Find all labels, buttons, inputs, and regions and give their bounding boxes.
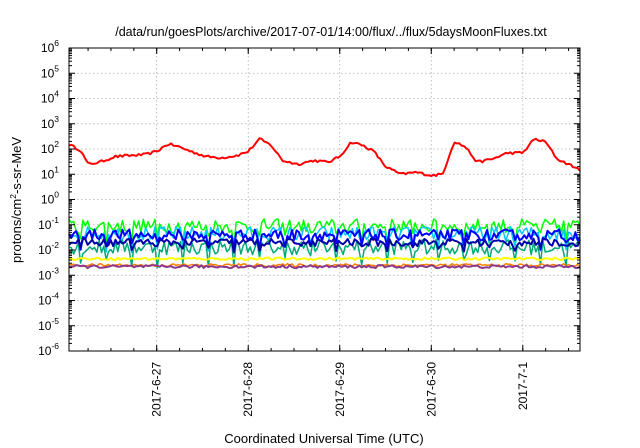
y-tick-label: 101 [41, 164, 59, 181]
series-line-9 [68, 264, 581, 270]
chart-title: /data/run/goesPlots/archive/2017-07-01/1… [115, 25, 547, 39]
y-tick-label: 10-2 [38, 240, 59, 257]
y-label-post: -s-sr-MeV [9, 137, 24, 194]
x-tick-label: 2017-7-1 [516, 362, 530, 410]
y-tick-label: 10-5 [38, 316, 59, 333]
y-tick-label: 104 [41, 89, 59, 106]
series-line-5 [68, 228, 581, 251]
y-tick-label: 10-3 [38, 265, 59, 282]
y-tick-label: 102 [41, 139, 59, 156]
grid-lines [69, 48, 580, 351]
y-tick-label: 100 [41, 190, 59, 207]
x-tick-label: 2017-6-30 [424, 362, 438, 417]
y-tick-label: 10-4 [38, 291, 59, 308]
y-label-pre: protons/cm [9, 199, 24, 263]
y-label-sup: 2 [8, 194, 18, 199]
x-tick-label: 2017-6-28 [241, 362, 255, 417]
series-line-1 [68, 137, 581, 177]
y-axis-label: protons/cm2-s-sr-MeV [8, 137, 24, 263]
series-group [68, 137, 581, 270]
y-tick-label: 10-1 [38, 215, 59, 232]
series-line-7 [68, 256, 581, 261]
y-tick-label: 106 [41, 38, 59, 55]
series-line-3 [68, 225, 581, 254]
series-line-6 [68, 237, 581, 254]
ticks-group: 10-6 10-5 10-4 10-3 10-2 10-1 100 101 102 103 104 1… [38, 38, 580, 417]
x-axis-label: Coordinated Universal Time (UTC) [224, 431, 423, 446]
y-tick-label: 103 [41, 114, 59, 131]
x-tick-label: 2017-6-29 [333, 362, 347, 417]
series-line-4 [68, 238, 581, 269]
x-tick-label: 2017-6-27 [150, 362, 164, 417]
y-tick-label: 105 [41, 63, 59, 80]
y-tick-label: 10-6 [38, 341, 59, 358]
